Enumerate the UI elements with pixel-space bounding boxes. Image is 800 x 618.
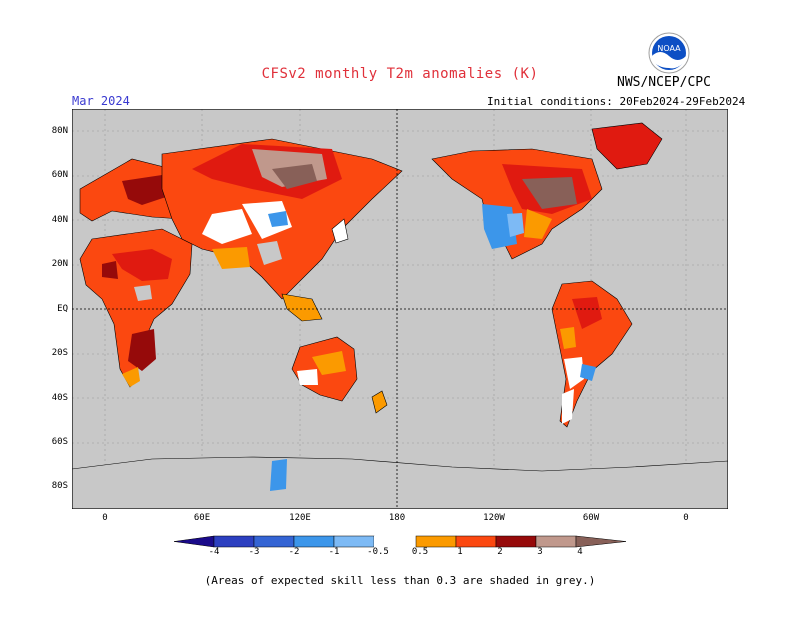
lon-label-60w: 60W <box>582 513 600 523</box>
lat-label-60n: 60N <box>51 170 68 180</box>
greenland-region <box>591 122 663 170</box>
colorbar <box>173 535 627 548</box>
lon-label-60e: 60E <box>193 513 211 523</box>
colorbar-label-p4: 4 <box>577 547 583 557</box>
initial-conditions: Initial conditions: 20Feb2024-29Feb2024 <box>487 95 746 108</box>
lat-label-40s: 40S <box>51 393 68 403</box>
lon-label-0: 0 <box>102 513 108 523</box>
colorbar-label-p05: 0.5 <box>411 547 429 557</box>
antarctica-cold-patch <box>270 459 287 491</box>
lon-label-0-east: 0 <box>683 513 689 523</box>
lon-label-120w: 120W <box>483 513 505 523</box>
lat-label-80n: 80N <box>51 126 68 136</box>
colorbar-label-m3: -3 <box>248 547 260 557</box>
anomaly-map <box>72 109 728 509</box>
noaa-logo: NOAA <box>648 32 690 74</box>
lat-label-60s: 60S <box>51 437 68 447</box>
colorbar-label-m2: -2 <box>288 547 300 557</box>
north-america-region <box>431 148 603 260</box>
colorbar-label-m4: -4 <box>208 547 220 557</box>
chart-title: CFSv2 monthly T2m anomalies (K) <box>261 66 539 82</box>
colorbar-arrow-low <box>173 535 215 548</box>
lat-label-40n: 40N <box>51 215 68 225</box>
lon-label-120e: 120E <box>289 513 311 523</box>
colorbar-label-m1: -1 <box>328 547 340 557</box>
colorbar-label-p1: 1 <box>457 547 463 557</box>
lat-label-80s: 80S <box>51 481 68 491</box>
lat-label-eq: EQ <box>57 304 68 314</box>
lat-label-20n: 20N <box>51 259 68 269</box>
asia-region <box>161 138 403 322</box>
antarctica-region <box>72 456 728 509</box>
logo-text: NOAA <box>657 44 681 53</box>
organization-label: NWS/NCEP/CPC <box>617 75 711 90</box>
lat-label-20s: 20S <box>51 348 68 358</box>
valid-month: Mar 2024 <box>72 94 130 108</box>
colorbar-label-p3: 3 <box>537 547 543 557</box>
colorbar-arrow-high <box>575 535 627 548</box>
lon-label-180: 180 <box>388 513 406 523</box>
colorbar-label-m05: -0.5 <box>367 547 389 557</box>
colorbar-label-p2: 2 <box>497 547 503 557</box>
south-america-region <box>551 280 633 428</box>
australia-region <box>291 336 388 414</box>
skill-footnote: (Areas of expected skill less than 0.3 a… <box>204 574 596 587</box>
